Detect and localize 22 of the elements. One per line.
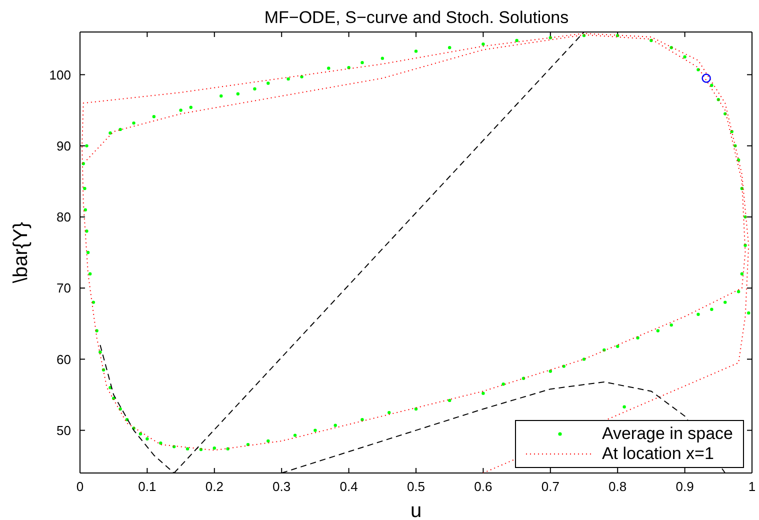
- x-tick-label: 0.6: [474, 479, 492, 494]
- x-tick-label: 0.4: [340, 479, 358, 494]
- y-tick-label: 60: [56, 352, 71, 367]
- chart-title: MF−ODE, S−curve and Stoch. Solutions: [263, 8, 570, 28]
- y-tick-label: 50: [56, 422, 71, 438]
- x-tick-label: 0.5: [406, 479, 426, 494]
- legend-label: At location x=1: [602, 444, 714, 464]
- y-tick-label: 70: [56, 280, 71, 296]
- x-tick-label: 0.3: [272, 479, 291, 494]
- x-tick-label: 0.1: [138, 479, 156, 494]
- y-axis-title: \bar{Y}: [10, 222, 32, 284]
- x-tick-label: 1: [748, 479, 756, 494]
- y-tick-label: 100: [49, 67, 71, 82]
- x-axis-title: u: [410, 500, 422, 520]
- x-tick-label: 0.7: [541, 479, 560, 494]
- y-tick-label: 80: [56, 210, 71, 225]
- x-tick-label: 0.9: [676, 479, 694, 494]
- x-tick-label: 0: [76, 479, 84, 494]
- x-tick-label: 0.2: [205, 479, 224, 494]
- y-tick-label: 90: [56, 138, 71, 154]
- legend-label: Average in space: [602, 424, 733, 444]
- x-tick-label: 0.8: [608, 479, 627, 494]
